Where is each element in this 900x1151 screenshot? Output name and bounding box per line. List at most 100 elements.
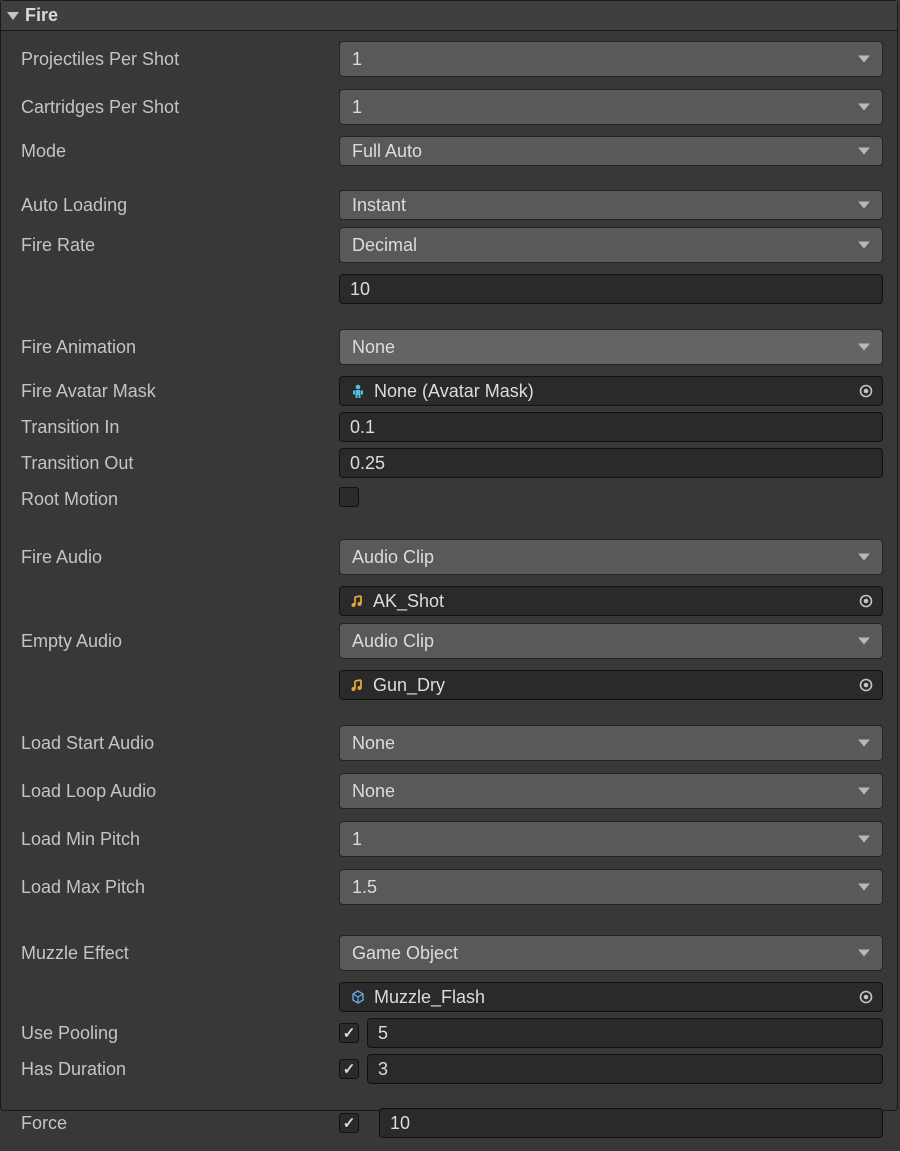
avatar-mask-icon [350, 383, 366, 399]
row-auto-loading: Auto Loading Instant [21, 189, 883, 221]
row-fire-animation: Fire Animation None [21, 327, 883, 367]
chevron-down-icon [858, 950, 870, 957]
objectfield-value: AK_Shot [373, 591, 444, 612]
row-transition-out: Transition Out 0.25 [21, 447, 883, 479]
foldout-icon [7, 12, 19, 20]
label-fire-audio: Fire Audio [21, 547, 339, 568]
label-cartridges-per-shot: Cartridges Per Shot [21, 97, 339, 118]
object-picker-icon[interactable] [858, 677, 874, 693]
dropdown-value: 1 [352, 97, 362, 118]
row-mode: Mode Full Auto [21, 135, 883, 167]
inspector-panel: Fire Projectiles Per Shot 1 Cartridges P… [0, 0, 898, 1111]
dropdown-cartridges-per-shot[interactable]: 1 [339, 89, 883, 125]
checkbox-use-pooling[interactable] [339, 1023, 359, 1043]
chevron-down-icon [858, 788, 870, 795]
input-value: 10 [350, 279, 370, 300]
input-value: 0.1 [350, 417, 375, 438]
row-load-start-audio: Load Start Audio None [21, 723, 883, 763]
label-has-duration: Has Duration [21, 1059, 339, 1080]
objectfield-muzzle-effect[interactable]: Muzzle_Flash [339, 982, 883, 1012]
label-fire-animation: Fire Animation [21, 337, 339, 358]
chevron-down-icon [858, 104, 870, 111]
input-use-pooling[interactable]: 5 [367, 1018, 883, 1048]
label-fire-rate: Fire Rate [21, 235, 339, 256]
label-fire-avatar-mask: Fire Avatar Mask [21, 381, 339, 402]
dropdown-mode[interactable]: Full Auto [339, 136, 883, 166]
chevron-down-icon [858, 242, 870, 249]
chevron-down-icon [858, 148, 870, 155]
objectfield-value: Muzzle_Flash [374, 987, 485, 1008]
row-transition-in: Transition In 0.1 [21, 411, 883, 443]
row-cartridges-per-shot: Cartridges Per Shot 1 [21, 87, 883, 127]
checkbox-has-duration[interactable] [339, 1059, 359, 1079]
objectfield-fire-audio-clip[interactable]: AK_Shot [339, 586, 883, 616]
input-transition-in[interactable]: 0.1 [339, 412, 883, 442]
label-force: Force [21, 1113, 339, 1134]
label-transition-in: Transition In [21, 417, 339, 438]
dropdown-value: Game Object [352, 943, 458, 964]
dropdown-load-loop-audio[interactable]: None [339, 773, 883, 809]
objectfield-empty-audio-clip[interactable]: Gun_Dry [339, 670, 883, 700]
row-use-pooling: Use Pooling 5 [21, 1017, 883, 1049]
input-value: 5 [378, 1023, 388, 1044]
label-mode: Mode [21, 141, 339, 162]
object-picker-icon[interactable] [858, 383, 874, 399]
label-load-loop-audio: Load Loop Audio [21, 781, 339, 802]
label-load-start-audio: Load Start Audio [21, 733, 339, 754]
row-fire-rate: Fire Rate Decimal [21, 225, 883, 265]
dropdown-value: Audio Clip [352, 631, 434, 652]
chevron-down-icon [858, 554, 870, 561]
dropdown-load-start-audio[interactable]: None [339, 725, 883, 761]
object-picker-icon[interactable] [858, 989, 874, 1005]
dropdown-projectiles-per-shot[interactable]: 1 [339, 41, 883, 77]
dropdown-auto-loading[interactable]: Instant [339, 190, 883, 220]
input-fire-rate[interactable]: 10 [339, 274, 883, 304]
dropdown-value: 1.5 [352, 877, 377, 898]
chevron-down-icon [858, 884, 870, 891]
label-load-min-pitch: Load Min Pitch [21, 829, 339, 850]
chevron-down-icon [858, 836, 870, 843]
row-empty-audio-clip: Gun_Dry [21, 669, 883, 701]
gameobject-icon [350, 989, 366, 1005]
audio-clip-icon [350, 678, 365, 693]
input-has-duration[interactable]: 3 [367, 1054, 883, 1084]
label-muzzle-effect: Muzzle Effect [21, 943, 339, 964]
input-transition-out[interactable]: 0.25 [339, 448, 883, 478]
dropdown-load-max-pitch[interactable]: 1.5 [339, 869, 883, 905]
chevron-down-icon [858, 56, 870, 63]
dropdown-value: None [352, 733, 395, 754]
dropdown-value: Decimal [352, 235, 417, 256]
chevron-down-icon [858, 344, 870, 351]
objectfield-value: None (Avatar Mask) [374, 381, 534, 402]
section-body: Projectiles Per Shot 1 Cartridges Per Sh… [1, 31, 897, 1151]
dropdown-value: Instant [352, 195, 406, 216]
row-projectiles-per-shot: Projectiles Per Shot 1 [21, 39, 883, 79]
row-force: Force 10 [21, 1107, 883, 1139]
checkbox-force[interactable] [339, 1113, 359, 1133]
dropdown-value: None [352, 781, 395, 802]
label-root-motion: Root Motion [21, 489, 339, 510]
row-fire-avatar-mask: Fire Avatar Mask None (Avatar Mask) [21, 375, 883, 407]
label-empty-audio: Empty Audio [21, 631, 339, 652]
object-picker-icon[interactable] [858, 593, 874, 609]
dropdown-load-min-pitch[interactable]: 1 [339, 821, 883, 857]
row-fire-audio: Fire Audio Audio Clip [21, 537, 883, 577]
dropdown-value: None [352, 337, 395, 358]
checkbox-root-motion[interactable] [339, 487, 359, 507]
section-header[interactable]: Fire [1, 1, 897, 31]
dropdown-fire-audio[interactable]: Audio Clip [339, 539, 883, 575]
row-load-max-pitch: Load Max Pitch 1.5 [21, 867, 883, 907]
objectfield-fire-avatar-mask[interactable]: None (Avatar Mask) [339, 376, 883, 406]
dropdown-empty-audio[interactable]: Audio Clip [339, 623, 883, 659]
row-root-motion: Root Motion [21, 483, 883, 515]
chevron-down-icon [858, 202, 870, 209]
dropdown-value: Full Auto [352, 141, 422, 162]
dropdown-value: Audio Clip [352, 547, 434, 568]
label-projectiles-per-shot: Projectiles Per Shot [21, 49, 339, 70]
dropdown-fire-animation[interactable]: None [339, 329, 883, 365]
label-transition-out: Transition Out [21, 453, 339, 474]
row-empty-audio: Empty Audio Audio Clip [21, 621, 883, 661]
dropdown-value: 1 [352, 49, 362, 70]
dropdown-fire-rate[interactable]: Decimal [339, 227, 883, 263]
dropdown-muzzle-effect[interactable]: Game Object [339, 935, 883, 971]
